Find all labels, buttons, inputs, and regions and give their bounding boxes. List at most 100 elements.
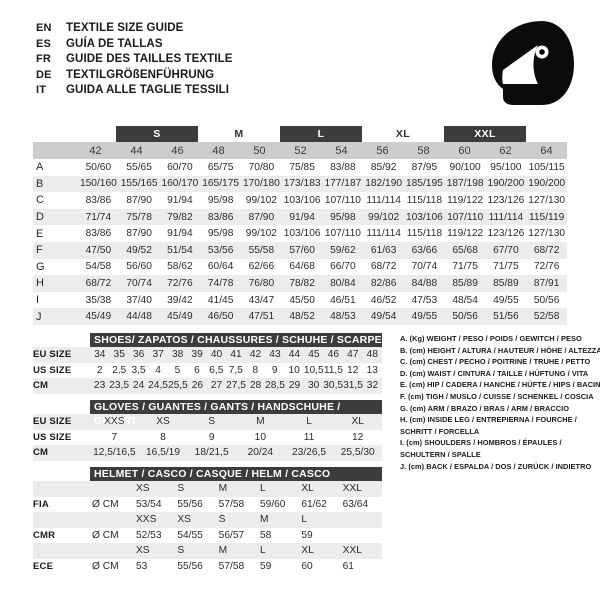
table-cell: 44 (288, 349, 301, 361)
table-cell: 47/50 (85, 244, 112, 256)
language-title: GUÍA DE TALLAS (66, 37, 163, 50)
table-cell: 37 (152, 349, 164, 361)
unit-spacer (90, 514, 134, 525)
helmet-value-cell: 52/53 (136, 529, 162, 541)
table-cell: 31,5 (343, 380, 363, 392)
table-cell: 46/50 (207, 311, 234, 323)
size-group-s: S (116, 126, 198, 142)
size-group-xl: XL (395, 128, 411, 140)
helmet-value-row: ECE Ø CM 53 55/56 57/58 59 60 61 (33, 559, 382, 575)
size-group-m: M (234, 128, 244, 140)
helmet-value-cell: 57/58 (218, 560, 245, 572)
row-letter: G (36, 260, 45, 273)
table-cell: 75/85 (289, 161, 315, 173)
legend-line: G. (cm) ARM / BRAZO / BRAS / ARM / BRACC… (400, 403, 570, 413)
language-title: TEXTILE SIZE GUIDE (66, 22, 184, 34)
main-size-table: S M L XL XXL 42 44 46 48 50 52 54 56 58 60 62 64 A 5… (33, 126, 567, 325)
table-cell: 127/130 (528, 194, 566, 206)
helmet-size-cell (341, 514, 382, 525)
table-cell: 87/90 (248, 211, 275, 223)
table-cell: 55/65 (126, 161, 152, 173)
table-cell: 48 (366, 349, 378, 361)
table-cell: 95/98 (207, 194, 234, 206)
table-cell: 47 (347, 349, 359, 361)
table-cell: 48/52 (289, 311, 315, 323)
table-cell: 75/78 (126, 211, 152, 223)
helmet-size-cell: XS (177, 514, 191, 526)
helmet-value-cell: 57/58 (218, 498, 245, 510)
table-cell: 12 (352, 431, 364, 443)
table-row: US SIZE 7 8 9 10 11 12 (33, 430, 382, 446)
table-cell: 87/90 (126, 194, 152, 206)
table-cell: 51/54 (167, 244, 193, 256)
table-cell: 45/50 (289, 294, 315, 306)
legend-line: J. (cm) BACK / ESPALDA / DOS / ZURÜCK / … (400, 461, 592, 471)
table-cell: 48/53 (330, 311, 356, 323)
language-code: DE (36, 68, 52, 81)
table-row: D 71/74 75/78 79/82 83/86 87/90 91/94 95/98 99/1… (33, 208, 567, 226)
table-cell: 95/100 (490, 161, 522, 173)
size-group-blank-right (526, 126, 567, 142)
eu-number-cell: 56 (376, 144, 389, 157)
table-cell: 99/102 (245, 228, 277, 240)
table-cell: 47/53 (411, 294, 438, 306)
table-cell: 13 (366, 364, 378, 376)
table-cell: 76/80 (248, 277, 275, 289)
racing-helmet-icon (480, 18, 580, 110)
table-cell: 71/74 (85, 211, 112, 223)
table-cell: 65/75 (207, 161, 234, 173)
table-cell: 127/130 (528, 228, 566, 240)
table-cell: 46/51 (330, 294, 356, 306)
table-cell: 46/52 (370, 294, 397, 306)
table-row: C 83/86 87/90 91/94 95/98 99/102 103/106 107/11… (33, 192, 567, 209)
helmet-value-cell: 53/54 (136, 498, 162, 510)
table-cell: 60/64 (207, 261, 234, 273)
table-cell: 105/115 (528, 161, 565, 173)
table-cell: 9 (208, 431, 215, 443)
table-cell: 91/94 (167, 228, 193, 240)
gloves-section: GLOVES / GUANTES / GANTS / HANDSCHUHE / … (33, 400, 382, 461)
table-cell: 63/66 (411, 244, 438, 256)
table-cell: 27,5 (226, 380, 246, 392)
table-cell: 29 (288, 380, 301, 392)
table-cell: 8 (160, 431, 166, 443)
table-cell: 72/76 (533, 261, 560, 273)
language-code: FR (36, 53, 52, 65)
helmet-size-cell: L (301, 514, 307, 526)
table-cell: 39/42 (167, 294, 193, 306)
size-group-l: L (280, 126, 362, 142)
language-row: ES GUÍA DE TALLAS (36, 38, 233, 54)
helmet-unit-label: Ø CM (92, 529, 119, 541)
table-row: B 150/160 155/165 160/170 165/175 170/180 173/… (33, 175, 567, 193)
helmet-size-cell: XL (301, 545, 314, 557)
table-cell: 24 (132, 380, 145, 392)
table-cell: 46 (327, 349, 340, 361)
row-letter: I (36, 294, 40, 307)
row-letter: H (36, 277, 44, 290)
table-cell: 65/68 (452, 244, 478, 256)
table-cell: 99/102 (368, 211, 400, 223)
language-code: ES (36, 37, 52, 50)
table-cell: 12,5/16,5 (93, 447, 136, 459)
helmet-size-cell: L (259, 483, 266, 495)
helmet-value-cell: 56/57 (218, 529, 245, 541)
table-cell: 182/190 (365, 178, 403, 190)
table-row: EU SIZE XXS XS S M L XL (33, 414, 382, 430)
row-letter: C (36, 194, 44, 207)
gloves-title: GLOVES / GUANTES / GANTS / HANDSCHUHE / … (90, 400, 382, 427)
table-cell: 41 (230, 349, 242, 361)
table-cell: 85/89 (493, 277, 519, 289)
table-cell: 71/75 (452, 261, 478, 273)
table-cell: 95/98 (207, 228, 234, 240)
helmet-section: HELMET / CASCO / CASQUE / HELM / CASCO X… (33, 467, 382, 574)
table-cell: 27 (210, 380, 223, 392)
table-cell: 83/86 (85, 228, 112, 240)
measurement-legend: A. (Kg) WEIGHT / PESO / POIDS / GEWITCH … (400, 333, 600, 472)
table-cell: 190/200 (487, 178, 525, 190)
table-cell: 66/70 (330, 261, 356, 273)
size-group-xxl: XXL (444, 126, 526, 142)
table-row: J 45/49 44/48 45/49 46/50 47/51 48/52 48/53 49/5… (33, 308, 567, 325)
table-cell: 52/58 (533, 311, 560, 323)
table-cell: 49/55 (411, 311, 438, 323)
table-cell: 34 (94, 349, 106, 361)
